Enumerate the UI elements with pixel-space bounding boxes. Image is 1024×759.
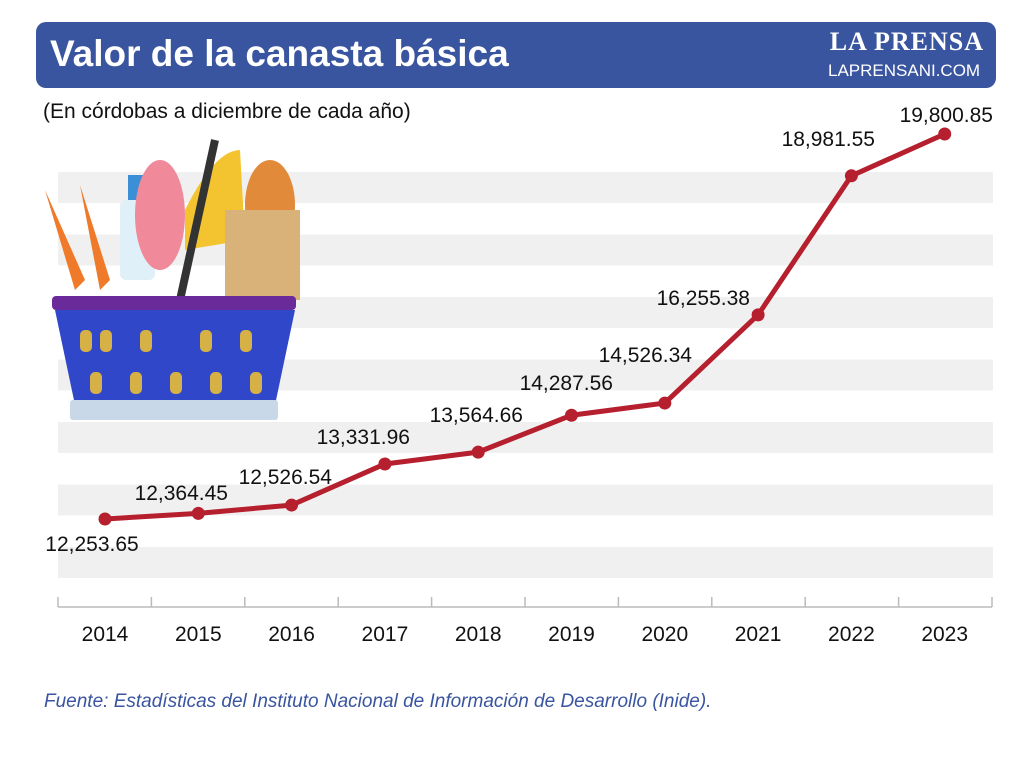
data-label: 12,526.54 [239, 466, 333, 489]
data-label: 19,800.85 [900, 104, 993, 127]
data-point [844, 169, 858, 183]
data-point [191, 506, 205, 520]
source-note: Fuente: Estadísticas del Instituto Nacio… [44, 691, 712, 712]
data-point [565, 408, 578, 422]
data-point [938, 127, 952, 141]
x-tick-label: 2018 [455, 623, 502, 646]
data-label: 18,981.55 [782, 128, 875, 151]
data-label: 14,526.34 [599, 344, 693, 367]
grid-band [58, 422, 993, 453]
data-point [658, 396, 672, 410]
x-tick-label: 2020 [641, 623, 688, 646]
header-bar: Valor de la canasta básica LA PRENSA [36, 22, 996, 88]
data-point [285, 498, 299, 512]
brand-logo: LA PRENSA [829, 27, 984, 56]
data-point [751, 308, 765, 322]
grid-band [58, 547, 993, 578]
data-label: 13,331.96 [317, 426, 410, 449]
data-label: 16,255.38 [657, 287, 750, 310]
data-label: 14,287.56 [520, 372, 613, 395]
page-title: Valor de la canasta básica [50, 33, 509, 74]
x-tick-label: 2019 [548, 623, 595, 646]
x-tick-label: 2016 [268, 623, 315, 646]
x-tick-label: 2023 [921, 623, 968, 646]
data-point [98, 512, 112, 526]
data-label: 13,564.66 [430, 404, 523, 427]
basket-illustration [45, 139, 300, 420]
x-tick-label: 2022 [828, 623, 875, 646]
x-tick-label: 2017 [362, 623, 409, 646]
series-line [104, 131, 946, 522]
data-point [378, 457, 392, 471]
chart-subtitle: (En córdobas a diciembre de cada año) [43, 100, 411, 123]
data-label: 12,364.45 [135, 482, 228, 505]
x-axis: 2014 2015 2016 2017 2018 2019 2020 2021 2022 2023 [57, 597, 993, 646]
data-label: 12,253.65 [45, 533, 138, 556]
data-point [471, 445, 485, 459]
x-tick-label: 2021 [735, 623, 782, 646]
brand-url: LAPRENSANI.COM [828, 61, 981, 80]
x-tick-label: 2015 [175, 623, 222, 646]
x-tick-label: 2014 [82, 623, 129, 646]
